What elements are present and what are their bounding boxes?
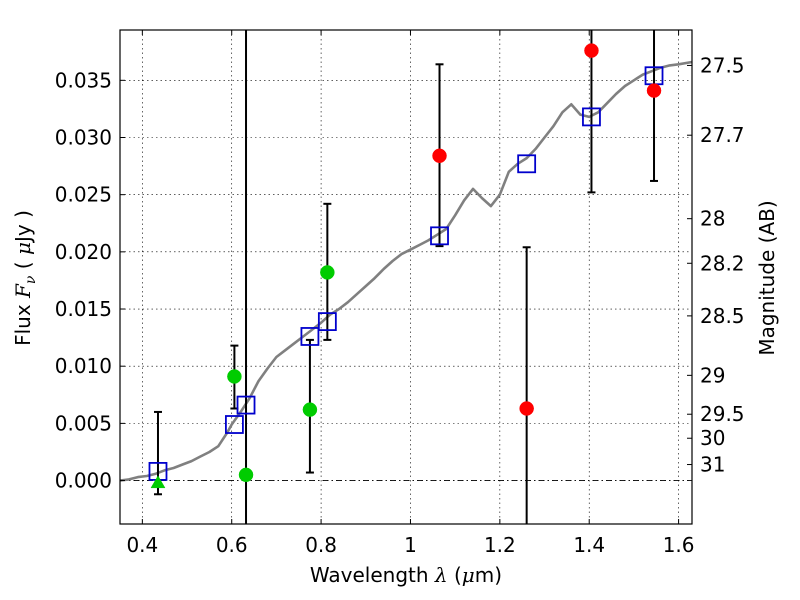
model-band-square (517, 154, 537, 174)
y2-tick-label: 27.5 (700, 53, 745, 77)
y-tick-label: 0.030 (55, 125, 112, 149)
y2-tick-label: 30 (700, 426, 725, 450)
x-axis-label: Wavelength λ (μm) (310, 563, 502, 587)
observed-nir-point (519, 401, 534, 416)
x-tick-label: 0.8 (305, 533, 337, 557)
observed-nir-point (432, 148, 447, 164)
y2-tick-label: 29.5 (700, 402, 745, 426)
y2-tick-label: 28.5 (700, 304, 745, 328)
axis-ticks: 0.4 0.6 0.8 1 1.2 1.4 1.6 0.000 0.005 0.010 0.015 0… (55, 30, 745, 557)
y2-axis-label: Magnitude (AB) (755, 200, 779, 355)
x-tick-label: 1.2 (484, 533, 516, 557)
y-tick-label: 0.010 (55, 354, 112, 378)
y2-tick-label: 29 (700, 363, 725, 387)
observed-optical-point (320, 265, 335, 280)
y-tick-label: 0.015 (55, 297, 112, 321)
data-markers (148, 43, 664, 489)
model-band-square (582, 107, 601, 127)
x-tick-label: 0.6 (216, 533, 248, 557)
y2-tick-label: 28.2 (700, 251, 745, 275)
observed-nir-point (646, 83, 662, 98)
model-band-square (300, 327, 320, 346)
x-tick-label: 1.4 (573, 533, 605, 557)
y2-tick-label: 27.7 (700, 123, 745, 147)
error-bars (153, 30, 659, 524)
model-band-square (430, 226, 449, 246)
model-band-square (317, 312, 337, 331)
x-tick-label: 0.4 (126, 533, 158, 557)
plot-frame (119, 29, 693, 525)
model-sed-curve (119, 60, 693, 482)
observed-optical-point (227, 369, 242, 384)
x-tick-label: 1.6 (663, 533, 695, 557)
x-tick-label: 1 (404, 533, 417, 557)
y-tick-label: 0.005 (55, 411, 112, 435)
model-band-square (224, 415, 244, 434)
observed-optical-point (302, 402, 318, 417)
observed-optical-point (238, 467, 254, 483)
y-tick-label: 0.025 (55, 183, 112, 207)
y2-tick-label: 28 (700, 207, 725, 231)
y-tick-label: 0.020 (55, 240, 112, 264)
y-tick-label: 0.000 (55, 469, 112, 493)
y2-tick-label: 31 (700, 453, 725, 477)
observed-b-band-triangle (150, 475, 166, 489)
y-axis-label: Flux Fν ( μJy ) (11, 210, 39, 346)
model-band-square (236, 395, 256, 415)
y-tick-label: 0.035 (55, 68, 112, 92)
observed-nir-point (584, 43, 599, 58)
